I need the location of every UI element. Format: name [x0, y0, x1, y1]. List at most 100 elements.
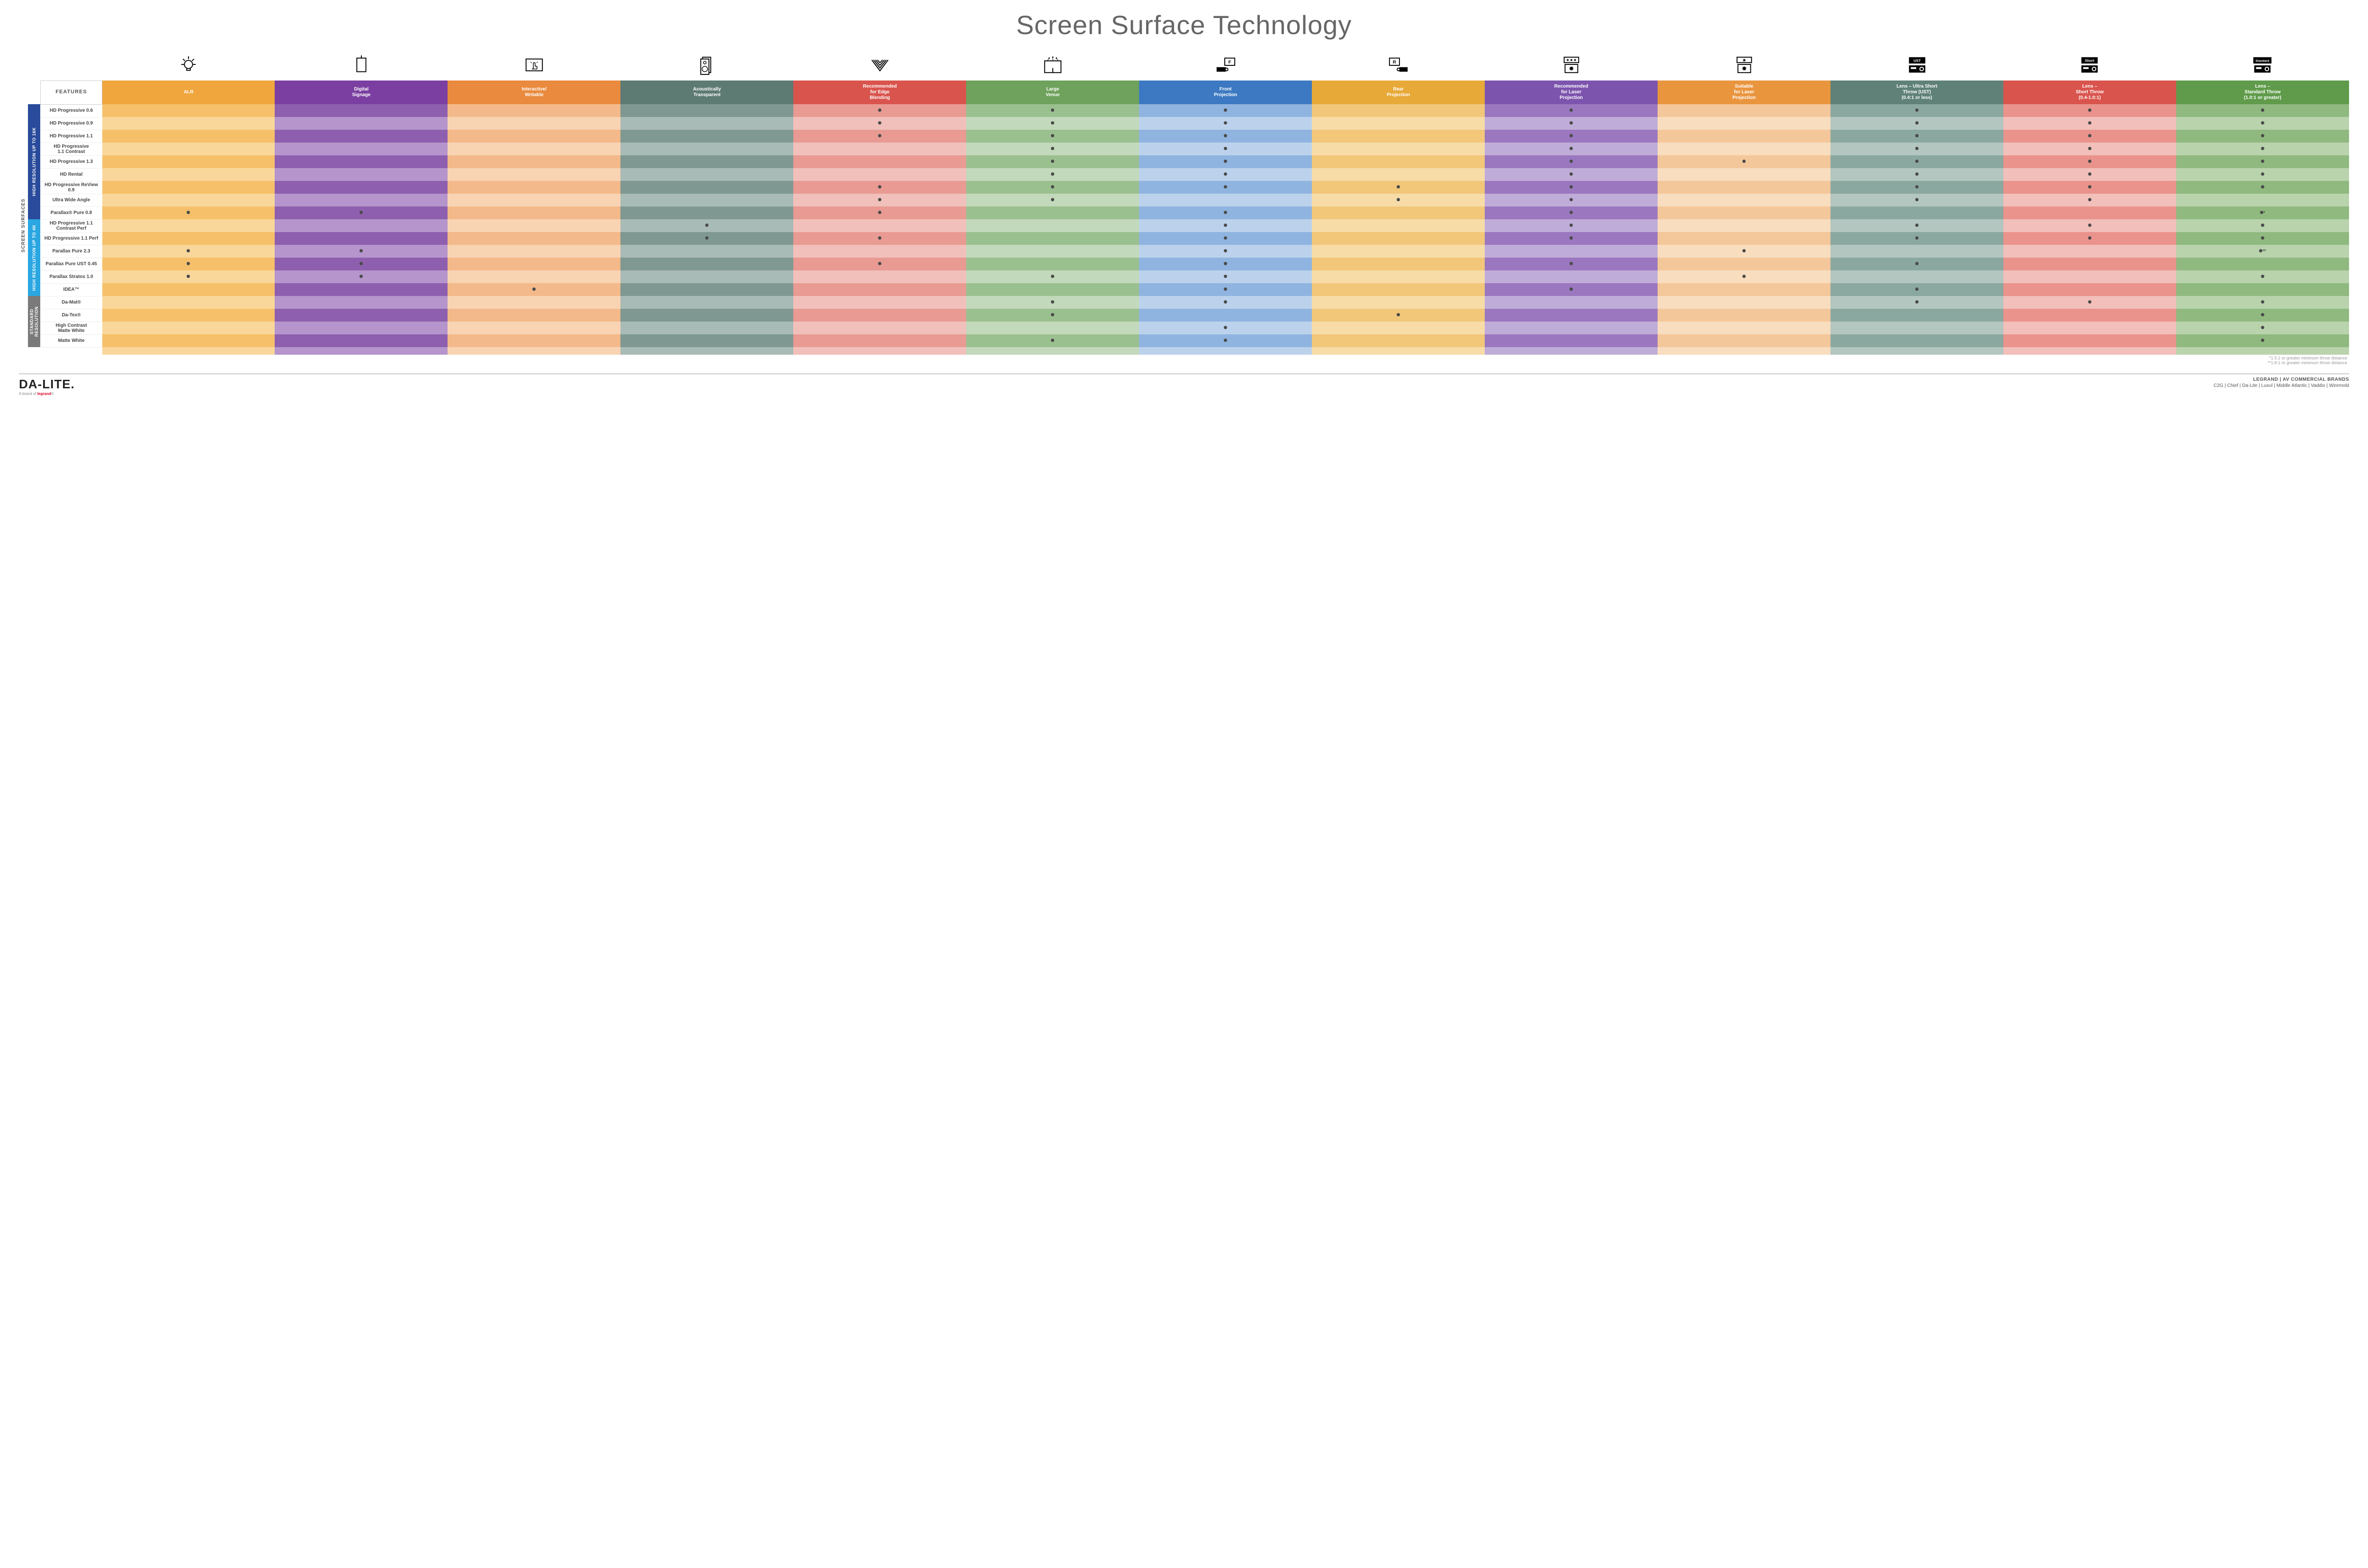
cell	[1658, 130, 1830, 143]
cell	[1139, 334, 1312, 347]
cell	[102, 155, 275, 168]
signage-icon	[275, 52, 448, 81]
cell	[102, 258, 275, 270]
cell	[1139, 168, 1312, 181]
cell	[448, 258, 620, 270]
cell	[1658, 334, 1830, 347]
cell	[966, 283, 1139, 296]
cell	[2176, 194, 2349, 206]
cell	[102, 322, 275, 334]
cell	[102, 104, 275, 117]
cell	[448, 309, 620, 322]
table-row: HD Progressive 1.1Contrast Perf	[41, 219, 2350, 232]
cell	[102, 309, 275, 322]
cell	[620, 130, 793, 143]
table-row: Da-Tex®	[41, 309, 2350, 322]
cell	[793, 258, 966, 270]
column-header: Lens –Short Throw(0.4-1.0:1)	[2003, 81, 2176, 104]
svg-text:Standard: Standard	[2256, 59, 2269, 63]
row-label: HD Progressive1.1 Contrast	[41, 143, 102, 155]
cell	[1485, 334, 1658, 347]
cell	[1830, 334, 2003, 347]
cell	[1485, 181, 1658, 194]
column-header: AcousticallyTransparent	[620, 81, 793, 104]
column-header: Recommendedfor EdgeBlending	[793, 81, 966, 104]
header-row: FEATURESALRDigitalSignageInteractive/Wri…	[41, 81, 2350, 104]
cell	[2003, 117, 2176, 130]
cell	[1830, 155, 2003, 168]
side-group-labels: HIGH RESOLUTION UP TO 16KHIGH RESOLUTION…	[28, 52, 40, 365]
cell	[1312, 117, 1485, 130]
cell	[102, 245, 275, 258]
cell	[275, 117, 448, 130]
svg-text:UST: UST	[1913, 58, 1921, 63]
cell	[1658, 270, 1830, 283]
cell	[1312, 130, 1485, 143]
cell	[793, 270, 966, 283]
cell	[448, 270, 620, 283]
cell	[102, 296, 275, 309]
cell	[1658, 143, 1830, 155]
table-row: IDEA™	[41, 283, 2350, 296]
cell	[1312, 258, 1485, 270]
cell	[1830, 206, 2003, 219]
column-header: ALR	[102, 81, 275, 104]
cell	[1830, 296, 2003, 309]
svg-text:F: F	[1228, 60, 1231, 65]
cell	[793, 309, 966, 322]
cell	[1312, 322, 1485, 334]
cell	[620, 206, 793, 219]
cell	[1139, 283, 1312, 296]
cell	[1658, 258, 1830, 270]
rear-icon: R	[1312, 52, 1485, 81]
cell	[966, 181, 1139, 194]
cell	[620, 258, 793, 270]
cell	[102, 130, 275, 143]
cell	[1485, 258, 1658, 270]
table-row: HD Progressive 1.3	[41, 155, 2350, 168]
speaker-icon	[620, 52, 793, 81]
cell	[2176, 219, 2349, 232]
cell	[1658, 117, 1830, 130]
cell	[1485, 206, 1658, 219]
cell	[448, 322, 620, 334]
comparison-table: FR★★★✹★✹USTShortStandardFEATURESALRDigit…	[40, 52, 2349, 355]
cell	[1658, 296, 1830, 309]
cell	[1139, 245, 1312, 258]
cell	[2176, 309, 2349, 322]
cell	[966, 258, 1139, 270]
cell	[448, 155, 620, 168]
cell	[620, 181, 793, 194]
cell	[1485, 143, 1658, 155]
cell	[2176, 117, 2349, 130]
cell	[1658, 309, 1830, 322]
cell	[793, 117, 966, 130]
cell	[1830, 258, 2003, 270]
cell	[1139, 296, 1312, 309]
cell	[620, 232, 793, 245]
cell	[275, 270, 448, 283]
cell	[1658, 322, 1830, 334]
cell	[2003, 104, 2176, 117]
cell	[102, 232, 275, 245]
cell	[1312, 283, 1485, 296]
cell	[2176, 232, 2349, 245]
cell	[1830, 168, 2003, 181]
cell	[1312, 296, 1485, 309]
cell: *	[2176, 206, 2349, 219]
cell	[620, 194, 793, 206]
cell	[2176, 143, 2349, 155]
footer-brands: LEGRAND | AV COMMERCIAL BRANDS C2G | Chi…	[2214, 377, 2349, 388]
cell	[1312, 232, 1485, 245]
cell	[620, 168, 793, 181]
cell	[1312, 219, 1485, 232]
cell	[448, 194, 620, 206]
cell	[2176, 130, 2349, 143]
cell	[1139, 219, 1312, 232]
cell	[2003, 194, 2176, 206]
blend-icon	[793, 52, 966, 81]
column-header: FrontProjection	[1139, 81, 1312, 104]
cell	[1312, 155, 1485, 168]
cell	[1830, 194, 2003, 206]
row-label: HD Progressive 1.3	[41, 155, 102, 168]
